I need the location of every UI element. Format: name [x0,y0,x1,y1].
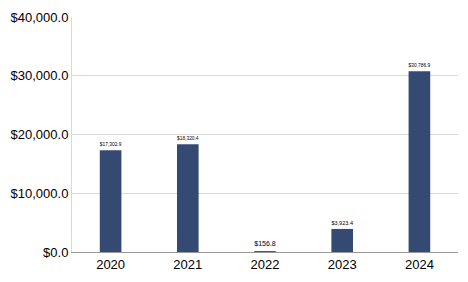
svg-text:$10,000.0: $10,000.0 [11,186,69,201]
svg-text:$30,786.9: $30,786.9 [409,63,431,68]
svg-text:$0.0: $0.0 [43,245,68,260]
svg-text:2021: 2021 [173,257,202,272]
svg-text:2022: 2022 [251,257,280,272]
svg-text:$40,000.0: $40,000.0 [11,10,69,25]
svg-text:$18,320.4: $18,320.4 [177,136,199,141]
svg-text:$20,000.0: $20,000.0 [11,127,69,142]
svg-text:2024: 2024 [405,257,434,272]
svg-text:$17,302.9: $17,302.9 [100,142,122,147]
svg-text:2020: 2020 [96,257,125,272]
svg-text:$3,923.4: $3,923.4 [331,220,353,226]
svg-text:$156.8: $156.8 [254,240,276,247]
svg-text:2023: 2023 [328,257,357,272]
svg-text:$30,000.0: $30,000.0 [11,68,69,83]
